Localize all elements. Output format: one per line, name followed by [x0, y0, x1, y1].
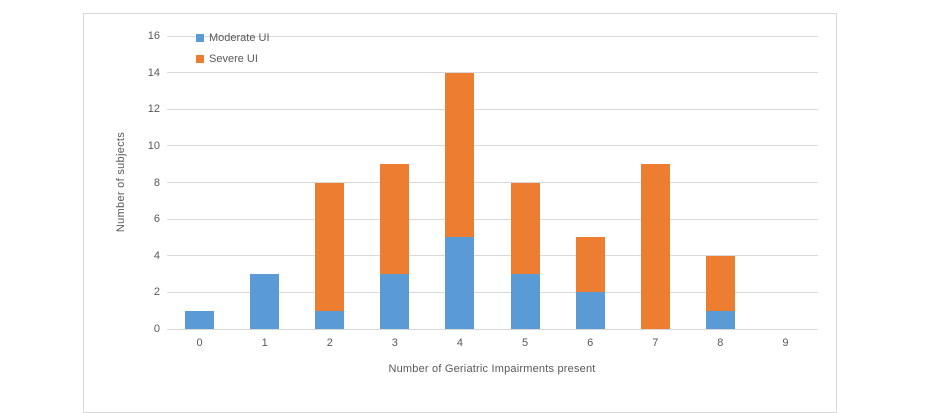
y-tick-label: 2	[153, 286, 160, 299]
x-tick-label: 3	[391, 337, 398, 349]
legend-item-severe-ui: Severe UI	[196, 51, 270, 67]
legend-label-severe-ui: Severe UI	[209, 53, 258, 65]
bar-segment-severe-ui	[705, 255, 735, 311]
bar-segment-moderate-ui	[315, 310, 345, 329]
x-tick-label: 2	[326, 337, 333, 349]
x-tick-label: 7	[652, 337, 659, 349]
y-tick-label: 8	[153, 176, 160, 189]
plot-area	[167, 35, 818, 330]
gridline	[167, 218, 818, 220]
gridline	[167, 255, 818, 257]
x-tick-label: 5	[521, 337, 529, 349]
bar-segment-severe-ui	[315, 182, 345, 311]
legend: Moderate UI Severe UI	[196, 30, 270, 72]
bar-segment-moderate-ui	[185, 310, 215, 329]
bar-segment-moderate-ui	[575, 292, 605, 329]
x-axis-title: Number of Geriatric Impairments present	[388, 363, 596, 375]
bar-segment-severe-ui	[640, 164, 670, 329]
bar-segment-moderate-ui	[445, 237, 475, 329]
x-axis-line	[167, 328, 818, 330]
y-tick-label: 6	[153, 213, 160, 226]
bar-segment-moderate-ui	[250, 274, 280, 329]
y-tick-label: 4	[153, 249, 160, 262]
bar-segment-moderate-ui	[705, 310, 735, 329]
x-tick-label: 0	[196, 337, 203, 349]
bar-segment-severe-ui	[510, 182, 540, 275]
x-tick-label: 4	[456, 337, 463, 349]
bar-segment-severe-ui	[575, 237, 605, 293]
x-tick-label: 9	[782, 337, 789, 349]
gridline	[167, 72, 818, 74]
chart-frame: Number of subjects Number of Geriatric I…	[83, 13, 837, 413]
y-tick-label: 0	[153, 323, 160, 335]
y-tick-label: 16	[147, 30, 160, 42]
gridline	[167, 145, 818, 147]
x-tick-label: 8	[717, 337, 724, 349]
gridline	[167, 291, 818, 293]
legend-swatch-severe-ui	[196, 55, 204, 63]
legend-label-moderate-ui: Moderate UI	[209, 32, 270, 44]
x-tick-label: 6	[587, 337, 594, 349]
page-background: { "chart_data": { "type": "bar", "stacke…	[83, 13, 837, 413]
gridline	[167, 108, 818, 110]
bar-segment-moderate-ui	[510, 274, 540, 329]
legend-swatch-moderate-ui	[196, 34, 204, 42]
gridline	[167, 182, 818, 183]
bar-segment-severe-ui	[380, 164, 410, 275]
y-tick-label: 12	[147, 103, 160, 116]
y-tick-label: 14	[147, 66, 160, 79]
x-tick-label: 1	[261, 337, 268, 349]
gridline	[167, 35, 818, 37]
y-tick-label: 10	[147, 139, 160, 152]
bar-segment-severe-ui	[445, 72, 475, 238]
bar-segment-moderate-ui	[380, 274, 410, 329]
legend-item-moderate-ui: Moderate UI	[196, 30, 270, 46]
